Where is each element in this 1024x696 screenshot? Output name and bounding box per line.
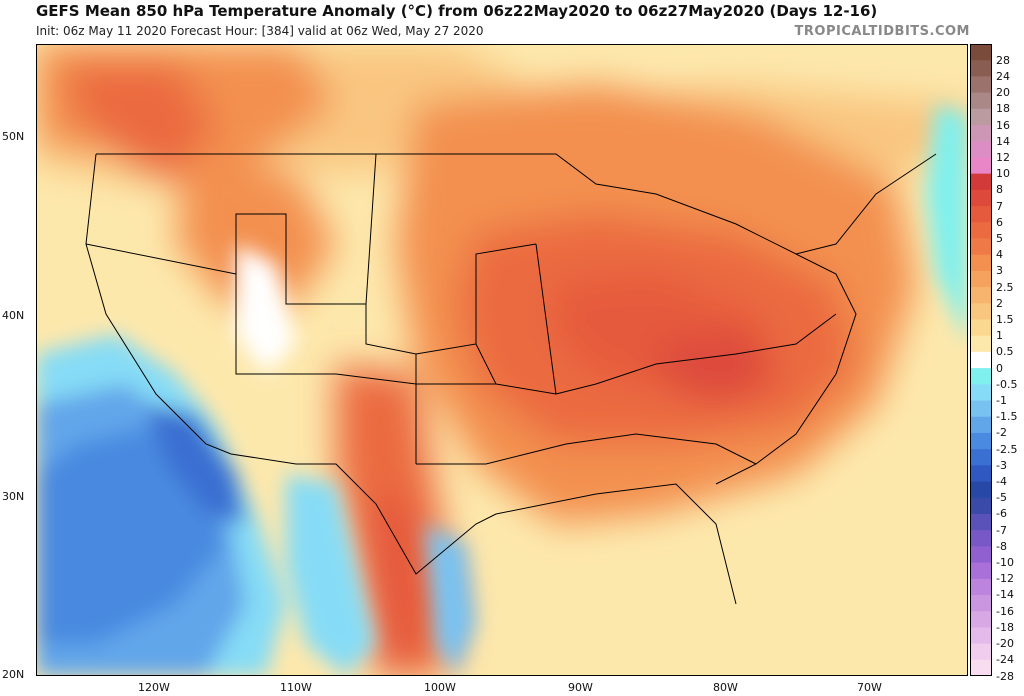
legend-swatch <box>970 287 992 304</box>
legend-label: -6 <box>996 507 1007 521</box>
legend-swatch <box>970 189 992 207</box>
legend-label: -16 <box>996 604 1014 618</box>
legend-swatch <box>970 594 992 612</box>
legend-swatch <box>970 530 992 547</box>
legend-swatch <box>970 125 992 142</box>
legend-swatch <box>970 222 992 239</box>
legend-label: -4 <box>996 475 1007 489</box>
legend-label: -2.5 <box>996 442 1018 456</box>
legend-swatch <box>970 400 992 418</box>
legend-swatch <box>970 546 992 564</box>
legend-label: 14 <box>996 134 1010 148</box>
legend-swatch <box>970 335 992 353</box>
legend-label: -0.5 <box>996 377 1018 391</box>
legend-swatch <box>970 611 992 628</box>
legend-swatch <box>970 562 992 580</box>
legend-swatch <box>970 141 992 158</box>
legend-swatch <box>970 481 992 499</box>
legend-swatch <box>970 627 992 645</box>
legend-swatch <box>970 643 992 661</box>
legend-swatch <box>970 513 992 531</box>
legend-swatch <box>970 92 992 110</box>
legend-label: 0 <box>996 361 1003 375</box>
legend-swatch <box>970 465 992 483</box>
legend-label: 2 <box>996 296 1003 310</box>
color-legend <box>970 44 992 676</box>
legend-swatch <box>970 416 992 434</box>
lon-label-100w: 100W <box>424 681 456 694</box>
legend-label: -18 <box>996 620 1014 634</box>
legend-label: -5 <box>996 491 1007 505</box>
legend-label: -7 <box>996 523 1007 537</box>
legend-swatch <box>970 578 992 596</box>
legend-label: 1 <box>996 329 1003 343</box>
lat-label-40n: 40N <box>2 309 25 322</box>
legend-swatch <box>970 157 992 175</box>
temperature-anomaly-map <box>36 44 968 676</box>
legend-label: 8 <box>996 183 1003 197</box>
legend-label: 1.5 <box>996 312 1014 326</box>
legend-swatch <box>970 659 992 676</box>
legend-label: -20 <box>996 637 1014 651</box>
legend-label: 2.5 <box>996 280 1014 294</box>
map-subtitle: Init: 06z May 11 2020 Forecast Hour: [38… <box>36 24 484 38</box>
lon-label-90w: 90W <box>568 681 593 694</box>
legend-swatch <box>970 449 992 466</box>
legend-swatch <box>970 206 992 223</box>
legend-swatch <box>970 173 992 191</box>
legend-label: 16 <box>996 118 1010 132</box>
legend-swatch <box>970 270 992 288</box>
legend-label: 6 <box>996 215 1003 229</box>
legend-label: 0.5 <box>996 345 1014 359</box>
lon-label-110w: 110W <box>280 681 312 694</box>
legend-label: -24 <box>996 653 1014 667</box>
legend-swatch <box>970 303 992 320</box>
legend-label: 18 <box>996 102 1010 116</box>
anomaly-warm-field <box>36 44 968 676</box>
legend-label: -2 <box>996 426 1007 440</box>
brand-watermark: TROPICALTIDBITS.COM <box>794 24 970 39</box>
legend-label: 10 <box>996 167 1010 181</box>
legend-swatch <box>970 432 992 450</box>
map-title: GEFS Mean 850 hPa Temperature Anomaly (°… <box>36 2 878 20</box>
legend-label: 4 <box>996 248 1003 262</box>
legend-label: -14 <box>996 588 1014 602</box>
legend-label: -10 <box>996 556 1014 570</box>
legend-swatch <box>970 108 992 126</box>
lat-label-20n: 20N <box>2 668 25 681</box>
legend-label: 7 <box>996 199 1003 213</box>
legend-swatch <box>970 238 992 256</box>
legend-swatch <box>970 368 992 385</box>
legend-label: -1 <box>996 394 1007 407</box>
legend-swatch <box>970 60 992 77</box>
legend-label: 3 <box>996 264 1003 278</box>
legend-swatch <box>970 44 992 61</box>
lat-label-30n: 30N <box>2 490 25 503</box>
legend-label: 28 <box>996 53 1010 67</box>
legend-swatch <box>970 351 992 369</box>
legend-label: -12 <box>996 572 1014 586</box>
lon-label-70w: 70W <box>857 681 882 694</box>
lat-label-50n: 50N <box>2 130 25 143</box>
legend-label: 20 <box>996 86 1010 100</box>
legend-label: -28 <box>996 669 1014 683</box>
legend-swatch <box>970 76 992 94</box>
legend-label: -1.5 <box>996 410 1018 424</box>
political-boundaries <box>85 153 937 605</box>
legend-swatch <box>970 254 992 272</box>
legend-label: 5 <box>996 231 1003 245</box>
legend-label: -3 <box>996 458 1007 472</box>
lon-label-80w: 80W <box>713 681 738 694</box>
legend-label: 24 <box>996 69 1010 83</box>
legend-swatch <box>970 319 992 337</box>
legend-label: 12 <box>996 150 1010 164</box>
legend-swatch <box>970 384 992 402</box>
anomaly-cool-field <box>36 104 968 676</box>
legend-label: -8 <box>996 539 1007 553</box>
lon-label-120w: 120W <box>138 681 170 694</box>
legend-swatch <box>970 497 992 515</box>
